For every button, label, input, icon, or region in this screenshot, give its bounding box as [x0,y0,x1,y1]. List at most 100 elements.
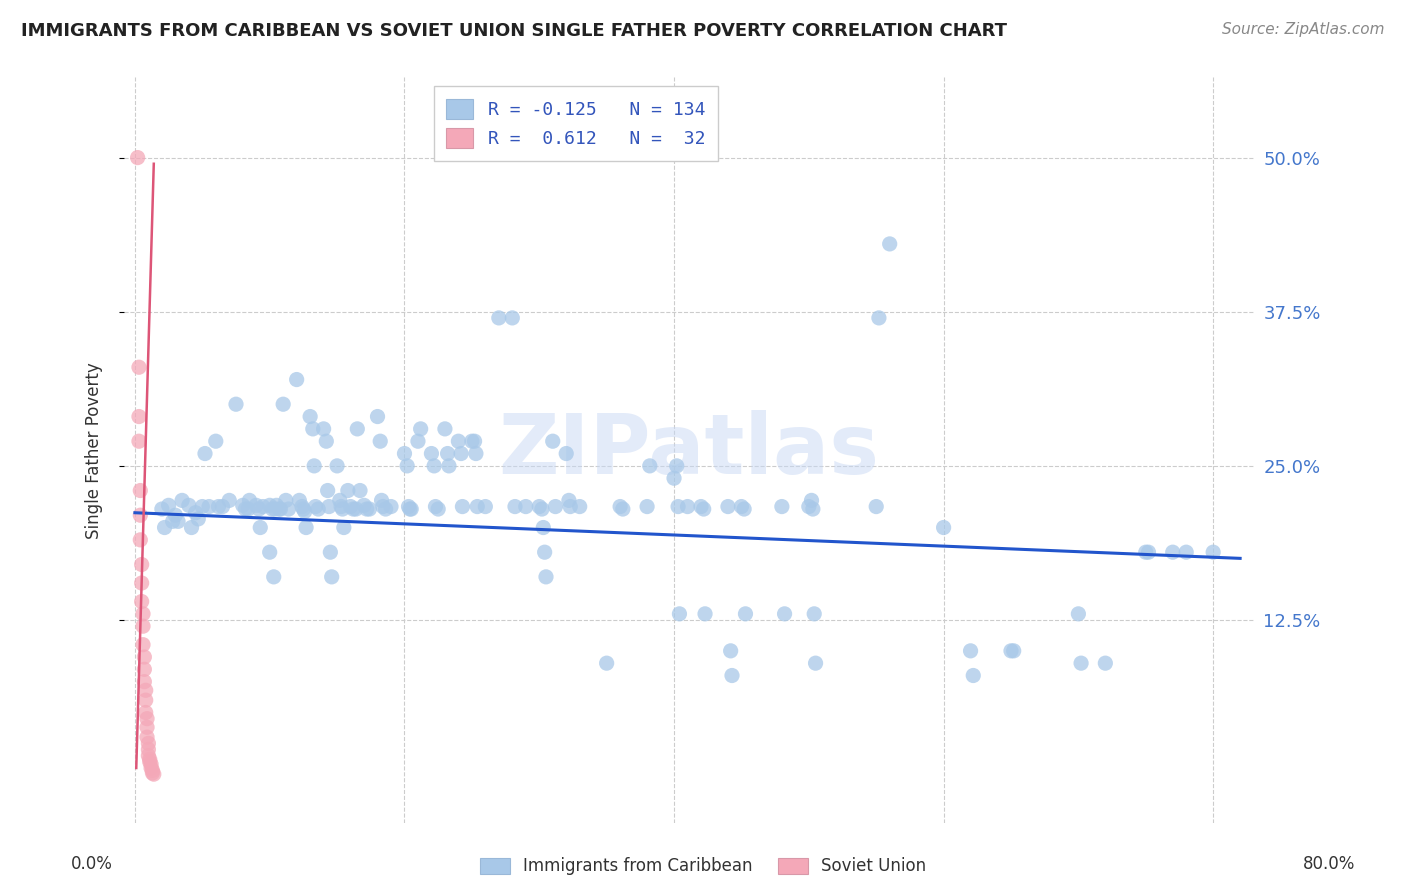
Point [595,656,617,670]
Point [139,755,162,769]
Point [304,500,326,514]
Point [191,500,214,514]
Point [131,576,153,591]
Point [329,493,352,508]
Point [218,493,240,508]
Point [668,607,690,621]
Point [172,493,194,508]
Point [530,502,553,516]
Point [427,502,450,516]
Point [534,570,557,584]
Point [533,545,555,559]
Point [868,310,890,325]
Point [717,500,740,514]
Point [204,434,226,449]
Y-axis label: Single Father Poverty: Single Father Poverty [86,362,103,539]
Point [1137,545,1160,559]
Point [488,310,510,325]
Point [560,500,582,514]
Point [962,668,984,682]
Point [128,409,150,424]
Point [134,674,156,689]
Point [803,607,825,621]
Point [249,520,271,534]
Point [236,502,259,516]
Legend: Immigrants from Caribbean, Soviet Union: Immigrants from Caribbean, Soviet Union [471,849,935,884]
Point [134,650,156,665]
Point [515,500,537,514]
Point [804,656,827,670]
Point [465,500,488,514]
Point [262,502,284,516]
Point [1161,545,1184,559]
Point [797,500,820,514]
Point [180,520,202,534]
Point [666,500,689,514]
Point [134,662,156,676]
Point [235,502,257,516]
Point [437,458,460,473]
Point [316,483,339,498]
Point [207,500,229,514]
Point [291,500,314,514]
Point [356,502,378,516]
Point [399,502,422,516]
Point [288,493,311,508]
Point [139,761,162,775]
Point [135,693,157,707]
Point [734,607,756,621]
Point [529,500,551,514]
Point [259,499,281,513]
Point [129,483,152,498]
Point [692,502,714,516]
Point [307,502,329,516]
Point [636,500,658,514]
Point [730,500,752,514]
Point [264,502,287,516]
Point [333,520,356,534]
Point [370,493,392,508]
Point [662,471,685,485]
Point [474,500,496,514]
Point [501,310,523,325]
Point [127,151,149,165]
Point [394,446,416,460]
Point [263,570,285,584]
Point [245,499,267,513]
Point [720,644,742,658]
Point [259,545,281,559]
Point [959,644,981,658]
Point [371,500,394,514]
Point [344,502,367,516]
Point [167,514,190,528]
Point [269,502,291,516]
Point [773,607,796,621]
Point [131,594,153,608]
Point [568,500,591,514]
Point [396,458,419,473]
Text: 0.0%: 0.0% [70,855,112,872]
Point [1135,545,1157,559]
Point [247,502,270,516]
Point [141,764,163,778]
Point [150,502,173,516]
Point [423,458,446,473]
Point [238,493,260,508]
Point [266,499,288,513]
Point [138,748,160,763]
Point [136,730,159,744]
Point [165,508,187,523]
Point [865,500,887,514]
Point [447,434,470,449]
Point [555,446,578,460]
Point [177,499,200,513]
Point [558,493,581,508]
Text: ZIPatlas: ZIPatlas [498,410,879,491]
Point [277,502,299,516]
Point [312,422,335,436]
Point [342,502,364,516]
Point [138,742,160,756]
Point [433,422,456,436]
Point [770,500,793,514]
Point [425,500,447,514]
